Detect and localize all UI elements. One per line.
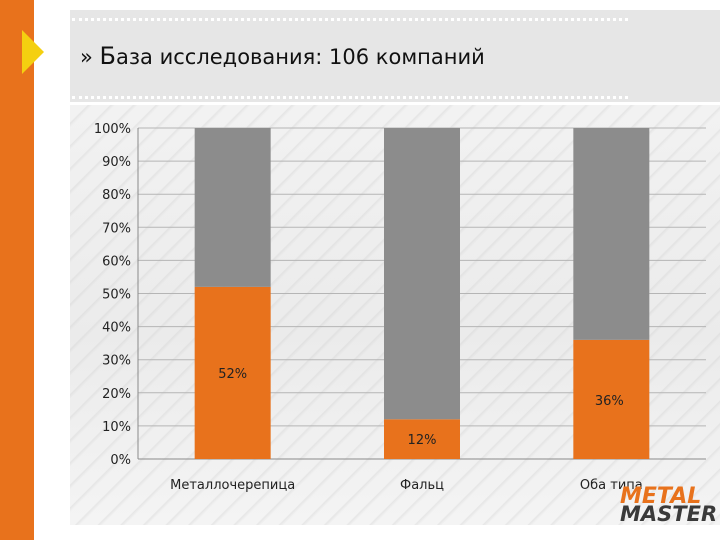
title-first-letter: Б: [99, 42, 117, 70]
data-label: 52%: [218, 367, 247, 382]
data-label: 12%: [408, 433, 437, 448]
y-tick-label: 50%: [102, 288, 131, 303]
logo-line-2: MASTER: [620, 502, 718, 526]
y-tick-label: 10%: [102, 420, 131, 435]
y-tick-label: 20%: [102, 387, 131, 402]
y-tick-label: 0%: [110, 453, 131, 468]
x-tick-label: Оба типа: [580, 478, 643, 493]
bar-segment-share: [194, 286, 271, 459]
y-tick-label: 70%: [102, 221, 131, 236]
title-text: аза исследования: 106 компаний: [116, 45, 485, 69]
bar-segment-rest: [573, 128, 650, 340]
x-tick-label: Металлочерепица: [170, 478, 295, 493]
y-tick-label: 60%: [102, 254, 131, 269]
title-band: [70, 10, 720, 102]
y-tick-label: 80%: [102, 188, 131, 203]
title-dotted-line-bottom: [72, 96, 628, 99]
y-tick-label: 100%: [94, 122, 131, 137]
bar-segment-share: [573, 339, 650, 459]
logo-line-1: METAL: [620, 484, 702, 509]
y-tick-label: 40%: [102, 321, 131, 336]
y-tick-label: 90%: [102, 155, 131, 170]
title-prefix: »: [80, 45, 93, 69]
y-tick-label: 30%: [102, 354, 131, 369]
bar-segment-rest: [384, 128, 460, 420]
arrow-icon: [22, 30, 44, 74]
data-label: 36%: [595, 394, 624, 409]
page-title: » База исследования: 106 компаний: [80, 42, 485, 70]
bar-segment-rest: [194, 128, 271, 287]
x-tick-label: Фальц: [400, 478, 444, 493]
title-dotted-line-top: [72, 18, 628, 21]
accent-side-bar: [0, 0, 34, 540]
metal-master-logo: METAL MASTER: [620, 484, 720, 528]
bar-segment-share: [384, 419, 460, 459]
